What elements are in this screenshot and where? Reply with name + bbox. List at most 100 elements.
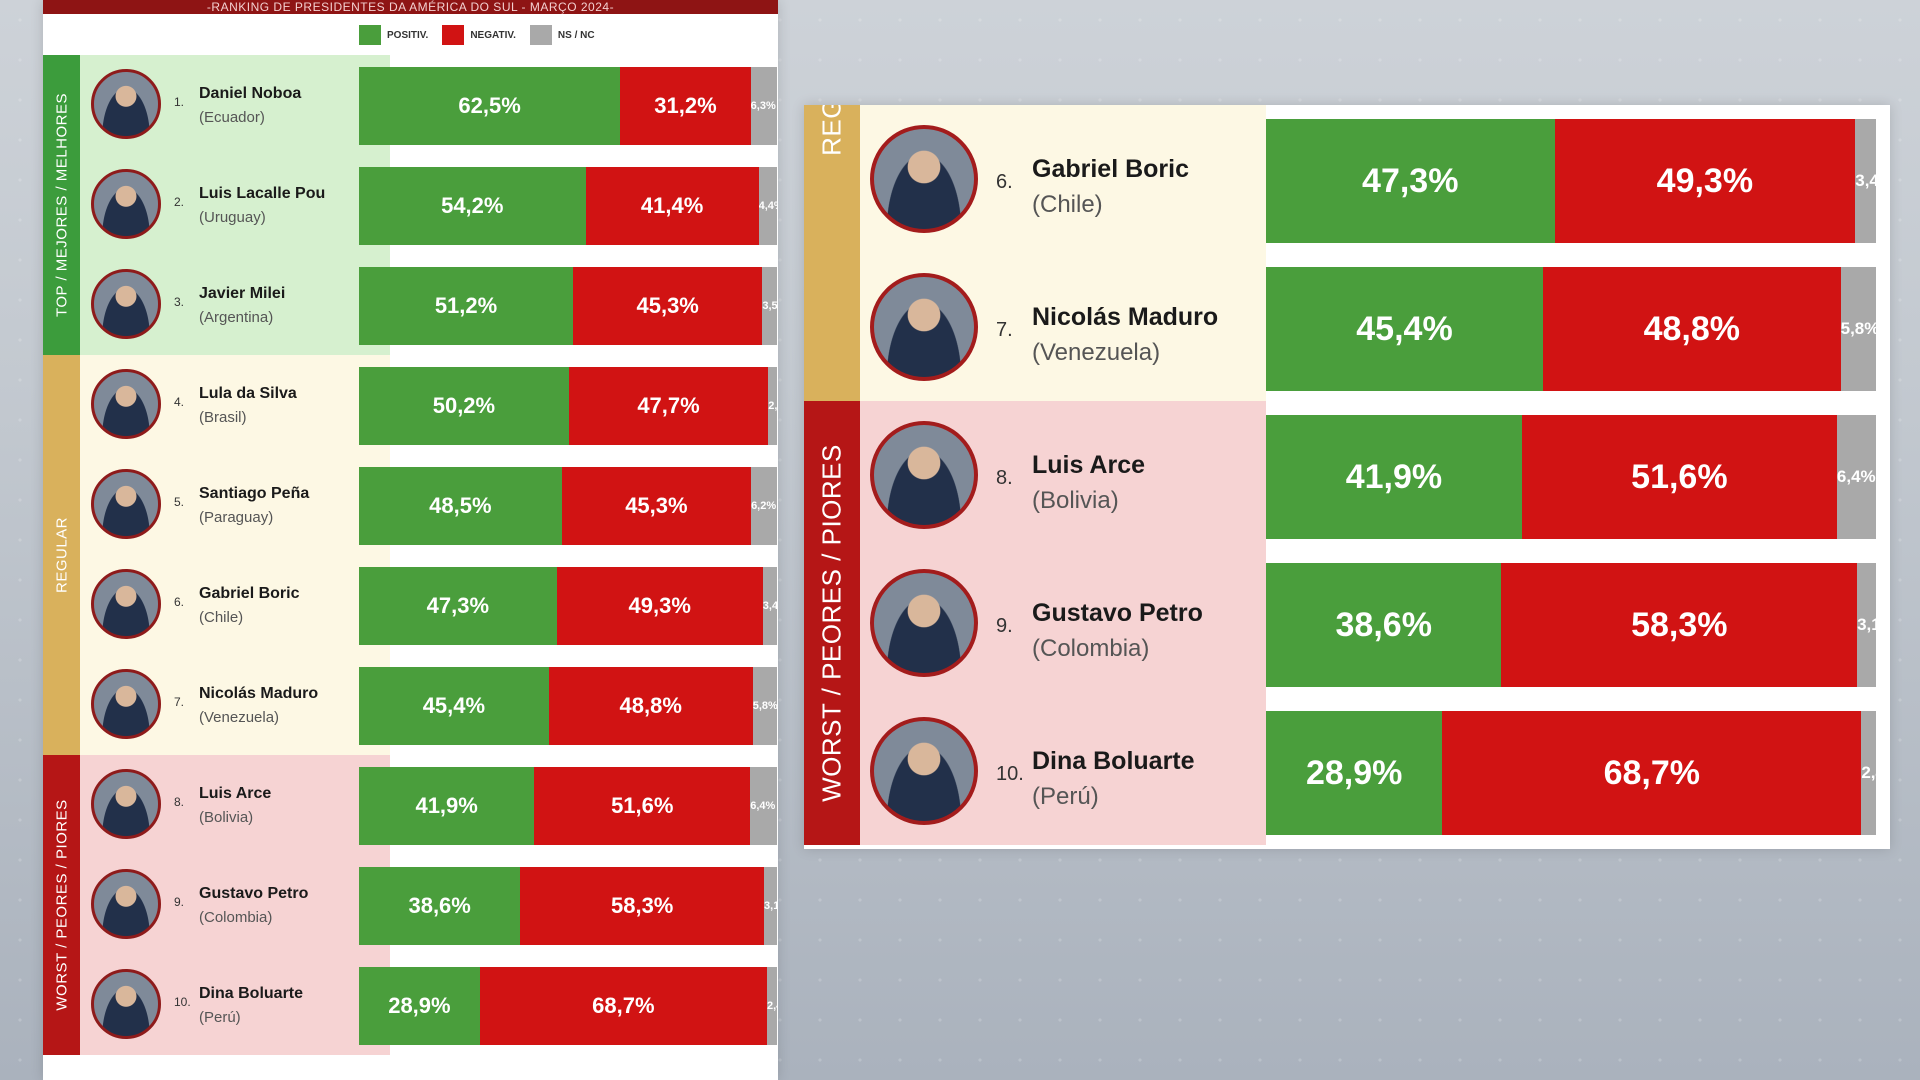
approval-bar: 47,3%49,3%3,4% xyxy=(1266,119,1876,243)
legend-label: POSITIV. xyxy=(387,29,429,41)
positive-segment: 47,3% xyxy=(359,567,557,645)
legend-label: NS / NC xyxy=(557,29,595,41)
negative-segment: 45,3% xyxy=(561,467,752,545)
category-strip-top: TOP / MEJORES / MELHORES xyxy=(43,55,80,355)
rank-number: 9. xyxy=(174,895,185,909)
rank-number: 8. xyxy=(174,795,185,809)
approval-bar: 47,3%49,3%3,4% xyxy=(359,567,777,645)
approval-bar: 45,4% 48,8% 5,8% xyxy=(1266,267,1876,391)
positive-segment: 48,5% xyxy=(359,467,562,545)
approval-bar: 41,9% 51,6% 6,4% xyxy=(359,767,777,845)
ranking-row: 6. Gabriel Boric (Chile) 47,3%49,3%3,4% xyxy=(804,105,1890,253)
category-label: WORST / PEORES / PIORES xyxy=(816,444,847,802)
president-country: (Paraguay) xyxy=(199,509,274,526)
legend-item: NS / NC xyxy=(529,25,595,45)
approval-bar: 45,4% 48,8% 5,8% xyxy=(359,667,777,745)
president-photo xyxy=(91,669,161,739)
positive-segment: 28,9% xyxy=(1266,711,1443,835)
approval-bar: 48,5% 45,3% 6,2% xyxy=(359,467,777,545)
ranking-panel-zoomed: 6. Gabriel Boric (Chile) 47,3%49,3%3,4% 7. Ni… xyxy=(804,105,1890,849)
negative-segment: 31,2% xyxy=(620,67,751,145)
ranking-row: 6. Gabriel Boric (Chile) 47,3%49,3%3,4% xyxy=(43,555,778,655)
approval-bar: 38,6%58,3%3,1% xyxy=(359,867,777,945)
positive-segment: 45,4% xyxy=(359,667,549,745)
approval-bar: 54,2%41,4%4,4% xyxy=(359,167,777,245)
approval-bar: 38,6%58,3%3,1% xyxy=(1266,563,1876,687)
ranking-row: 5. Santiago Peña (Paraguay) 48,5% 45,3% 6,2% xyxy=(43,455,778,555)
ns-segment: 2,1% xyxy=(768,367,777,445)
president-country: (Ecuador) xyxy=(199,109,265,126)
president-country: (Perú) xyxy=(199,1009,241,1026)
rank-number: 8. xyxy=(996,467,1013,489)
rank-number: 3. xyxy=(174,295,185,309)
ranking-row: 7. Nicolás Maduro (Venezuela) 45,4% 48,8% 5,8… xyxy=(804,253,1890,401)
rank-number: 7. xyxy=(174,695,185,709)
negative-segment: 48,8% xyxy=(548,667,753,745)
positive-segment: 51,2% xyxy=(359,267,574,345)
negative-segment: 49,3% xyxy=(1554,119,1856,243)
legend-label: NEGATIV. xyxy=(470,29,516,41)
president-name: Nicolás Maduro xyxy=(199,685,319,702)
president-photo xyxy=(870,273,978,381)
positive-segment: 41,9% xyxy=(359,767,535,845)
rank-number: 7. xyxy=(996,319,1013,341)
ranking-row: 10. Dina Boluarte (Perú) 28,9%68,7%2,4% xyxy=(43,955,778,1055)
president-name: Gabriel Boric xyxy=(1032,155,1189,183)
ranking-row: 3. Javier Milei (Argentina) 51,2%45,3%3,5% xyxy=(43,255,778,355)
ranking-row: 2. Luis Lacalle Pou (Uruguay) 54,2% 41,4% 4,4… xyxy=(43,155,778,255)
ns-segment: 2,4% xyxy=(1861,711,1876,835)
president-name: Luis Arce xyxy=(1032,451,1146,479)
negative-segment: 58,3% xyxy=(1501,563,1858,687)
president-name: Gustavo Petro xyxy=(199,885,309,902)
president-photo xyxy=(870,421,978,529)
ranking-row: 1. Daniel Noboa (Ecuador) 62,5% 31,2% 6,3% xyxy=(43,55,778,155)
legend-item: NEGATIV. xyxy=(442,25,516,45)
ranking-row: 7. Nicolás Maduro (Venezuela) 45,4% 48,8% 5,8… xyxy=(43,655,778,755)
positive-segment: 41,9% xyxy=(1266,415,1522,539)
rank-number: 2. xyxy=(174,195,185,209)
president-name: Javier Milei xyxy=(199,285,286,302)
positive-segment: 38,6% xyxy=(359,867,521,945)
president-country: (Bolivia) xyxy=(199,809,254,826)
ns-segment: 3,1% xyxy=(1857,563,1876,687)
ranking-row: 8. Luis Arce (Bolivia) 41,9% 51,6% 6,4% xyxy=(43,755,778,855)
president-country: (Brasil) xyxy=(199,409,247,426)
ns-segment: 3,1% xyxy=(764,867,777,945)
president-country: (Chile) xyxy=(1032,191,1103,218)
president-photo xyxy=(870,717,978,825)
positive-segment: 50,2% xyxy=(359,367,569,445)
president-name: Santiago Peña xyxy=(199,485,310,502)
ranking-row: 8. Luis Arce (Bolivia) 41,9% 51,6% 6,4% xyxy=(804,401,1890,549)
rank-number: 4. xyxy=(174,395,185,409)
approval-bar: 62,5% 31,2% 6,3% xyxy=(359,67,777,145)
positive-segment: 62,5% xyxy=(359,67,621,145)
ns-segment: 6,2% xyxy=(751,467,777,545)
ns-segment: 3,4% xyxy=(1855,119,1876,243)
president-photo xyxy=(870,569,978,677)
president-name: Dina Boluarte xyxy=(1032,747,1195,775)
ranking-row: 9. Gustavo Petro (Colombia) 38,6%58,3%3,1% xyxy=(804,549,1890,697)
category-label: REGULAR xyxy=(53,516,70,594)
president-name: Dina Boluarte xyxy=(199,985,304,1002)
president-photo xyxy=(91,369,161,439)
legend-item: POSITIV. xyxy=(359,25,428,45)
president-name: Gabriel Boric xyxy=(199,585,300,602)
president-country: (Colombia) xyxy=(199,909,273,926)
category-strip-regular: REGULAR xyxy=(43,355,80,755)
chart-legend: POSITIV. NEGATIV. NS / NC xyxy=(359,24,609,46)
president-country: (Uruguay) xyxy=(199,209,266,226)
president-name: Lula da Silva xyxy=(199,385,297,402)
president-photo xyxy=(91,269,161,339)
president-photo xyxy=(91,869,161,939)
negative-segment: 41,4% xyxy=(585,167,759,245)
negative-segment: 58,3% xyxy=(520,867,765,945)
president-name: Luis Arce xyxy=(199,785,272,802)
ns-segment: 6,4% xyxy=(750,767,777,845)
president-name: Daniel Noboa xyxy=(199,85,302,102)
president-country: (Venezuela) xyxy=(199,709,280,726)
rank-number: 10. xyxy=(174,995,191,1009)
president-name: Nicolás Maduro xyxy=(1032,303,1219,331)
legend-swatch xyxy=(359,25,381,45)
ns-segment: 4,4% xyxy=(758,167,777,245)
approval-bar: 28,9%68,7%2,4% xyxy=(359,967,777,1045)
